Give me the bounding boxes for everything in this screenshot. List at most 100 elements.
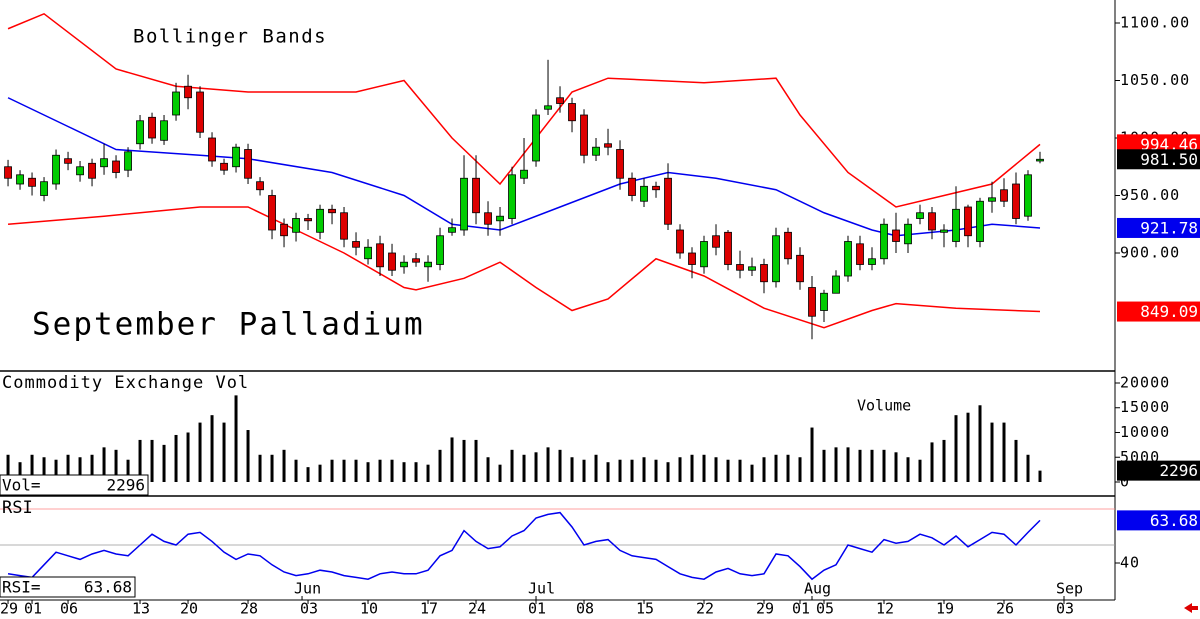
candle-body	[724, 231, 732, 265]
readout-box	[0, 474, 149, 496]
rsi-line	[7, 511, 1041, 581]
volume-bar	[378, 459, 382, 483]
price-tag-label: 981.50	[1140, 150, 1198, 169]
candle-body	[208, 137, 216, 162]
month-label: Sep	[1056, 580, 1083, 598]
scroll-arrow	[1184, 603, 1198, 613]
candle-body	[172, 91, 180, 116]
y-tick-label: 900.00	[1120, 243, 1180, 261]
x-tick-label: 20	[180, 600, 198, 618]
volume-bar	[594, 454, 598, 483]
candle-body	[976, 200, 984, 242]
candle-body	[136, 120, 144, 145]
volume-bar	[678, 457, 682, 483]
volume-bar	[306, 467, 310, 483]
candle-body	[148, 116, 156, 139]
candle-body	[496, 215, 504, 222]
volume-bar	[174, 434, 178, 483]
price-tag-label: 2296	[1159, 461, 1198, 480]
x-tick-label: 06	[60, 600, 78, 618]
volume-bar	[270, 454, 274, 483]
candle-body	[1012, 183, 1020, 219]
price-tag	[1117, 460, 1200, 481]
candle-body	[256, 181, 264, 191]
volume-bar	[414, 462, 418, 483]
candle-body	[856, 243, 864, 265]
candle-body	[1024, 174, 1032, 217]
volume-bar	[798, 457, 802, 483]
price-tag	[1117, 301, 1200, 322]
candle-body	[784, 231, 792, 260]
volume-bar	[726, 459, 730, 483]
x-tick-label: 15	[636, 600, 654, 618]
volume-bar	[690, 454, 694, 483]
bollinger-band	[7, 97, 1041, 237]
volume-bar	[1002, 422, 1006, 483]
candle-body	[664, 177, 672, 225]
candle-body	[400, 261, 408, 268]
volume-bar	[90, 454, 94, 483]
volume-bar	[546, 447, 550, 483]
candle-body	[700, 241, 708, 268]
candle-body	[64, 158, 72, 164]
candle-body	[112, 160, 120, 173]
volume-bar	[54, 459, 58, 483]
candle-body	[340, 212, 348, 240]
volume-bar	[978, 405, 982, 483]
candle-body	[292, 218, 300, 233]
candle-body	[184, 85, 192, 99]
candle-body	[772, 235, 780, 283]
volume-bar	[666, 462, 670, 483]
volume-bar	[534, 452, 538, 483]
volume-bar	[6, 454, 10, 483]
volume-bar	[486, 457, 490, 483]
volume-bar	[510, 449, 514, 483]
candle-body	[424, 261, 432, 268]
candle-body	[508, 174, 516, 219]
volume-bar	[138, 439, 142, 483]
candle-body	[916, 212, 924, 219]
candle-body	[412, 258, 420, 263]
x-tick-label: 13	[132, 600, 150, 618]
volume-bar	[894, 452, 898, 483]
volume-bar	[186, 432, 190, 483]
volume-bar	[906, 457, 910, 483]
volume-bar	[918, 459, 922, 483]
chart-title: September Palladium	[32, 307, 425, 343]
volume-bar	[66, 454, 70, 483]
candle-body	[760, 264, 768, 283]
price-tag	[1117, 510, 1200, 531]
candle-body	[616, 149, 624, 179]
candle-body	[880, 223, 888, 260]
x-tick-label: 01	[24, 600, 42, 618]
volume-bar	[78, 457, 82, 483]
volume-bar	[714, 457, 718, 483]
volume-bar	[966, 412, 970, 483]
volume-bar	[582, 459, 586, 483]
volume-bar	[162, 444, 166, 483]
candle-body	[712, 235, 720, 248]
x-tick-label: 03	[300, 600, 318, 618]
volume-bar	[294, 459, 298, 483]
candle-body	[964, 206, 972, 237]
readout-value: 63.68	[84, 578, 132, 597]
volume-bar	[858, 449, 862, 483]
volume-bar	[930, 442, 934, 483]
y-tick-label: 1050.00	[1120, 71, 1190, 89]
month-label: Jul	[528, 580, 555, 598]
candle-body	[220, 162, 228, 171]
candle-body	[364, 246, 372, 260]
candle-body	[580, 114, 588, 156]
volume-bar	[198, 422, 202, 483]
candle-body	[544, 105, 552, 110]
volume-bar	[474, 439, 478, 483]
candle-body	[556, 97, 564, 104]
candle-body	[844, 241, 852, 277]
volume-bar	[366, 462, 370, 483]
x-tick-label: 08	[576, 600, 594, 618]
x-tick-label: 26	[996, 600, 1014, 618]
price-tag-label: 994.46	[1140, 135, 1198, 154]
candle-body	[40, 181, 48, 196]
candle-body	[736, 264, 744, 271]
x-tick-label: 17	[420, 600, 438, 618]
